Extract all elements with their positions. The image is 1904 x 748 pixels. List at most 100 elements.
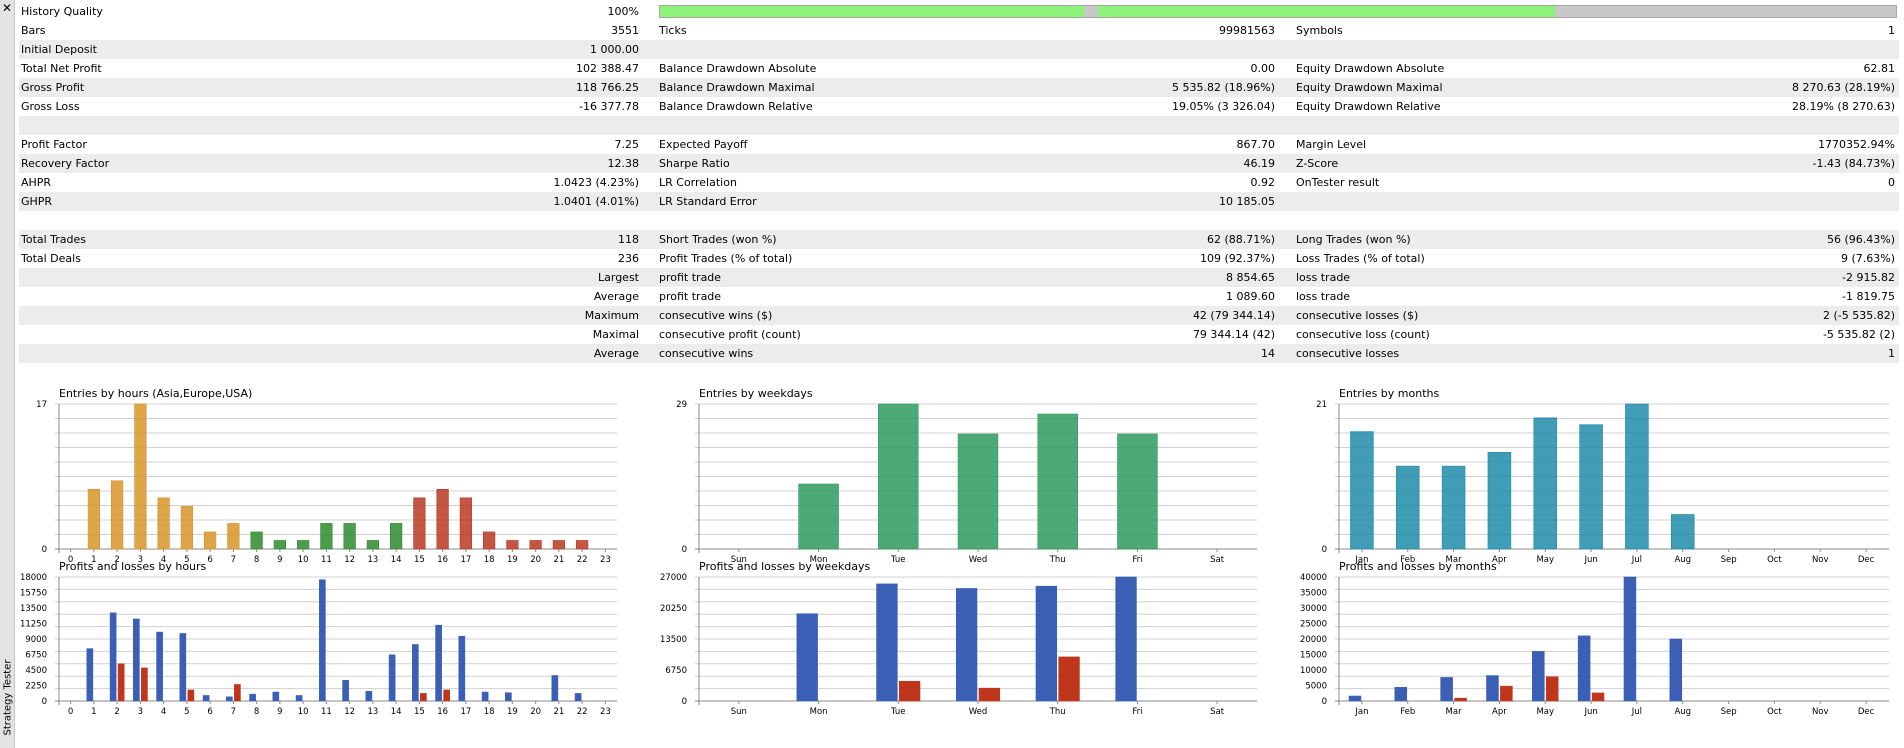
- x-tick-label: 18: [484, 555, 495, 565]
- close-icon[interactable]: ✕: [2, 1, 13, 15]
- stat-label: AHPR: [21, 176, 52, 189]
- stat-value: 56 (96.43%): [1826, 233, 1895, 246]
- stat-label: Expected Payoff: [659, 138, 748, 151]
- bar: [250, 531, 263, 550]
- history-quality-row: History Quality 100%: [19, 2, 1899, 21]
- stat-label: Sharpe Ratio: [659, 157, 730, 170]
- x-tick-label: 7: [231, 555, 236, 565]
- x-tick-label: 20: [530, 555, 541, 565]
- x-tick-label: 16: [437, 707, 448, 717]
- bar: [319, 579, 326, 702]
- x-tick-label: 17: [460, 707, 471, 717]
- stat-label: loss trade: [1296, 271, 1351, 284]
- y-tick-label: 6750: [665, 666, 687, 676]
- y-tick-label: 0: [42, 545, 47, 555]
- bar: [1115, 576, 1137, 702]
- stat-label: Maximum: [584, 309, 639, 322]
- bar: [955, 588, 978, 702]
- x-tick-label: 15: [414, 707, 425, 717]
- bar: [551, 675, 559, 702]
- x-tick-label: 10: [298, 707, 309, 717]
- x-tick-label: 9: [277, 555, 282, 565]
- bar: [366, 540, 379, 550]
- bar: [1395, 465, 1420, 550]
- bar: [483, 531, 496, 550]
- chart-title: Entries by months: [1339, 387, 1439, 400]
- stat-label: loss trade: [1296, 290, 1351, 303]
- y-tick-label: 2250: [25, 682, 47, 692]
- y-tick-label: 15000: [1300, 651, 1327, 661]
- stat-value: 1: [1888, 24, 1895, 37]
- x-tick-label: 4: [161, 707, 166, 717]
- stat-value: 8 270.63 (28.19%): [1791, 81, 1895, 94]
- y-tick-label: 17: [36, 400, 47, 410]
- stat-value: 1 089.60: [1226, 290, 1275, 303]
- bar: [1487, 452, 1512, 550]
- stat-value: -16 377.78: [579, 100, 639, 113]
- stat-value: -5 535.82 (2): [1822, 328, 1895, 341]
- x-tick-label: Jan: [1354, 707, 1368, 717]
- bar: [978, 687, 1001, 702]
- x-tick-label: 21: [553, 555, 564, 565]
- x-tick-label: 19: [507, 555, 518, 565]
- bar: [1348, 695, 1362, 702]
- x-tick-label: Jul: [1631, 707, 1642, 717]
- y-tick-label: 0: [1322, 545, 1327, 555]
- bar: [141, 667, 148, 702]
- x-tick-label: 15: [414, 555, 425, 565]
- bar: [1669, 638, 1683, 702]
- bar: [552, 540, 565, 550]
- chart: Profits and losses by months 0 5000 10000 15…: [1300, 560, 1889, 717]
- stat-value: 1770352.94%: [1818, 138, 1895, 151]
- chart: Profits and losses by weekdays 0 6750 13500…: [660, 560, 1257, 717]
- x-tick-label: Wed: [969, 555, 988, 565]
- stats-row: [19, 116, 1899, 135]
- x-tick-label: 2: [114, 707, 119, 717]
- stat-label: Equity Drawdown Maximal: [1296, 81, 1443, 94]
- bar: [576, 540, 589, 550]
- x-tick-label: 11: [321, 707, 332, 717]
- stat-label: consecutive wins: [659, 347, 754, 360]
- bar: [157, 497, 170, 550]
- bar: [320, 523, 333, 550]
- y-tick-label: 0: [42, 697, 47, 707]
- x-tick-label: Jul: [1631, 555, 1642, 565]
- stat-value: 10 185.05: [1219, 195, 1275, 208]
- x-tick-label: 23: [600, 707, 611, 717]
- bar: [249, 693, 256, 702]
- x-tick-label: 0: [68, 707, 73, 717]
- bar: [1532, 651, 1545, 702]
- bar: [1545, 676, 1559, 702]
- history-quality-label: History Quality: [21, 5, 103, 18]
- stat-label: Largest: [598, 271, 639, 284]
- x-tick-label: 14: [391, 555, 402, 565]
- y-tick-label: 0: [682, 697, 687, 707]
- x-tick-label: Tue: [890, 707, 906, 717]
- history-quality-value: 100%: [607, 5, 639, 18]
- x-tick-label: 19: [507, 707, 518, 717]
- stat-label: profit trade: [659, 271, 722, 284]
- x-tick-label: 17: [460, 555, 471, 565]
- bar: [796, 613, 818, 702]
- chart-title: Profits and losses by months: [1339, 560, 1497, 573]
- x-tick-label: 2: [114, 555, 119, 565]
- stat-label: Loss Trades (% of total): [1296, 252, 1425, 265]
- bar: [295, 695, 303, 702]
- stats-row: Profit Factor 7.25 Expected Payoff 867.70 Ma…: [19, 135, 1899, 154]
- stats-row: Maximal consecutive profit (count) 79 344.…: [19, 325, 1899, 344]
- bar: [1486, 675, 1499, 702]
- bar: [876, 583, 898, 702]
- bar: [86, 648, 94, 702]
- bar: [1441, 465, 1466, 550]
- stat-label: Z-Score: [1296, 157, 1339, 170]
- x-tick-label: Jun: [1583, 707, 1597, 717]
- x-tick-label: 9: [277, 707, 282, 717]
- x-tick-label: 8: [254, 555, 259, 565]
- stat-value: 79 344.14 (42): [1192, 328, 1275, 341]
- bar: [1440, 677, 1453, 702]
- stats-row: Initial Deposit 1 000.00: [19, 40, 1899, 59]
- bar: [390, 523, 403, 550]
- x-tick-label: Sat: [1210, 707, 1225, 717]
- bar: [234, 684, 241, 702]
- x-tick-label: Fri: [1132, 707, 1142, 717]
